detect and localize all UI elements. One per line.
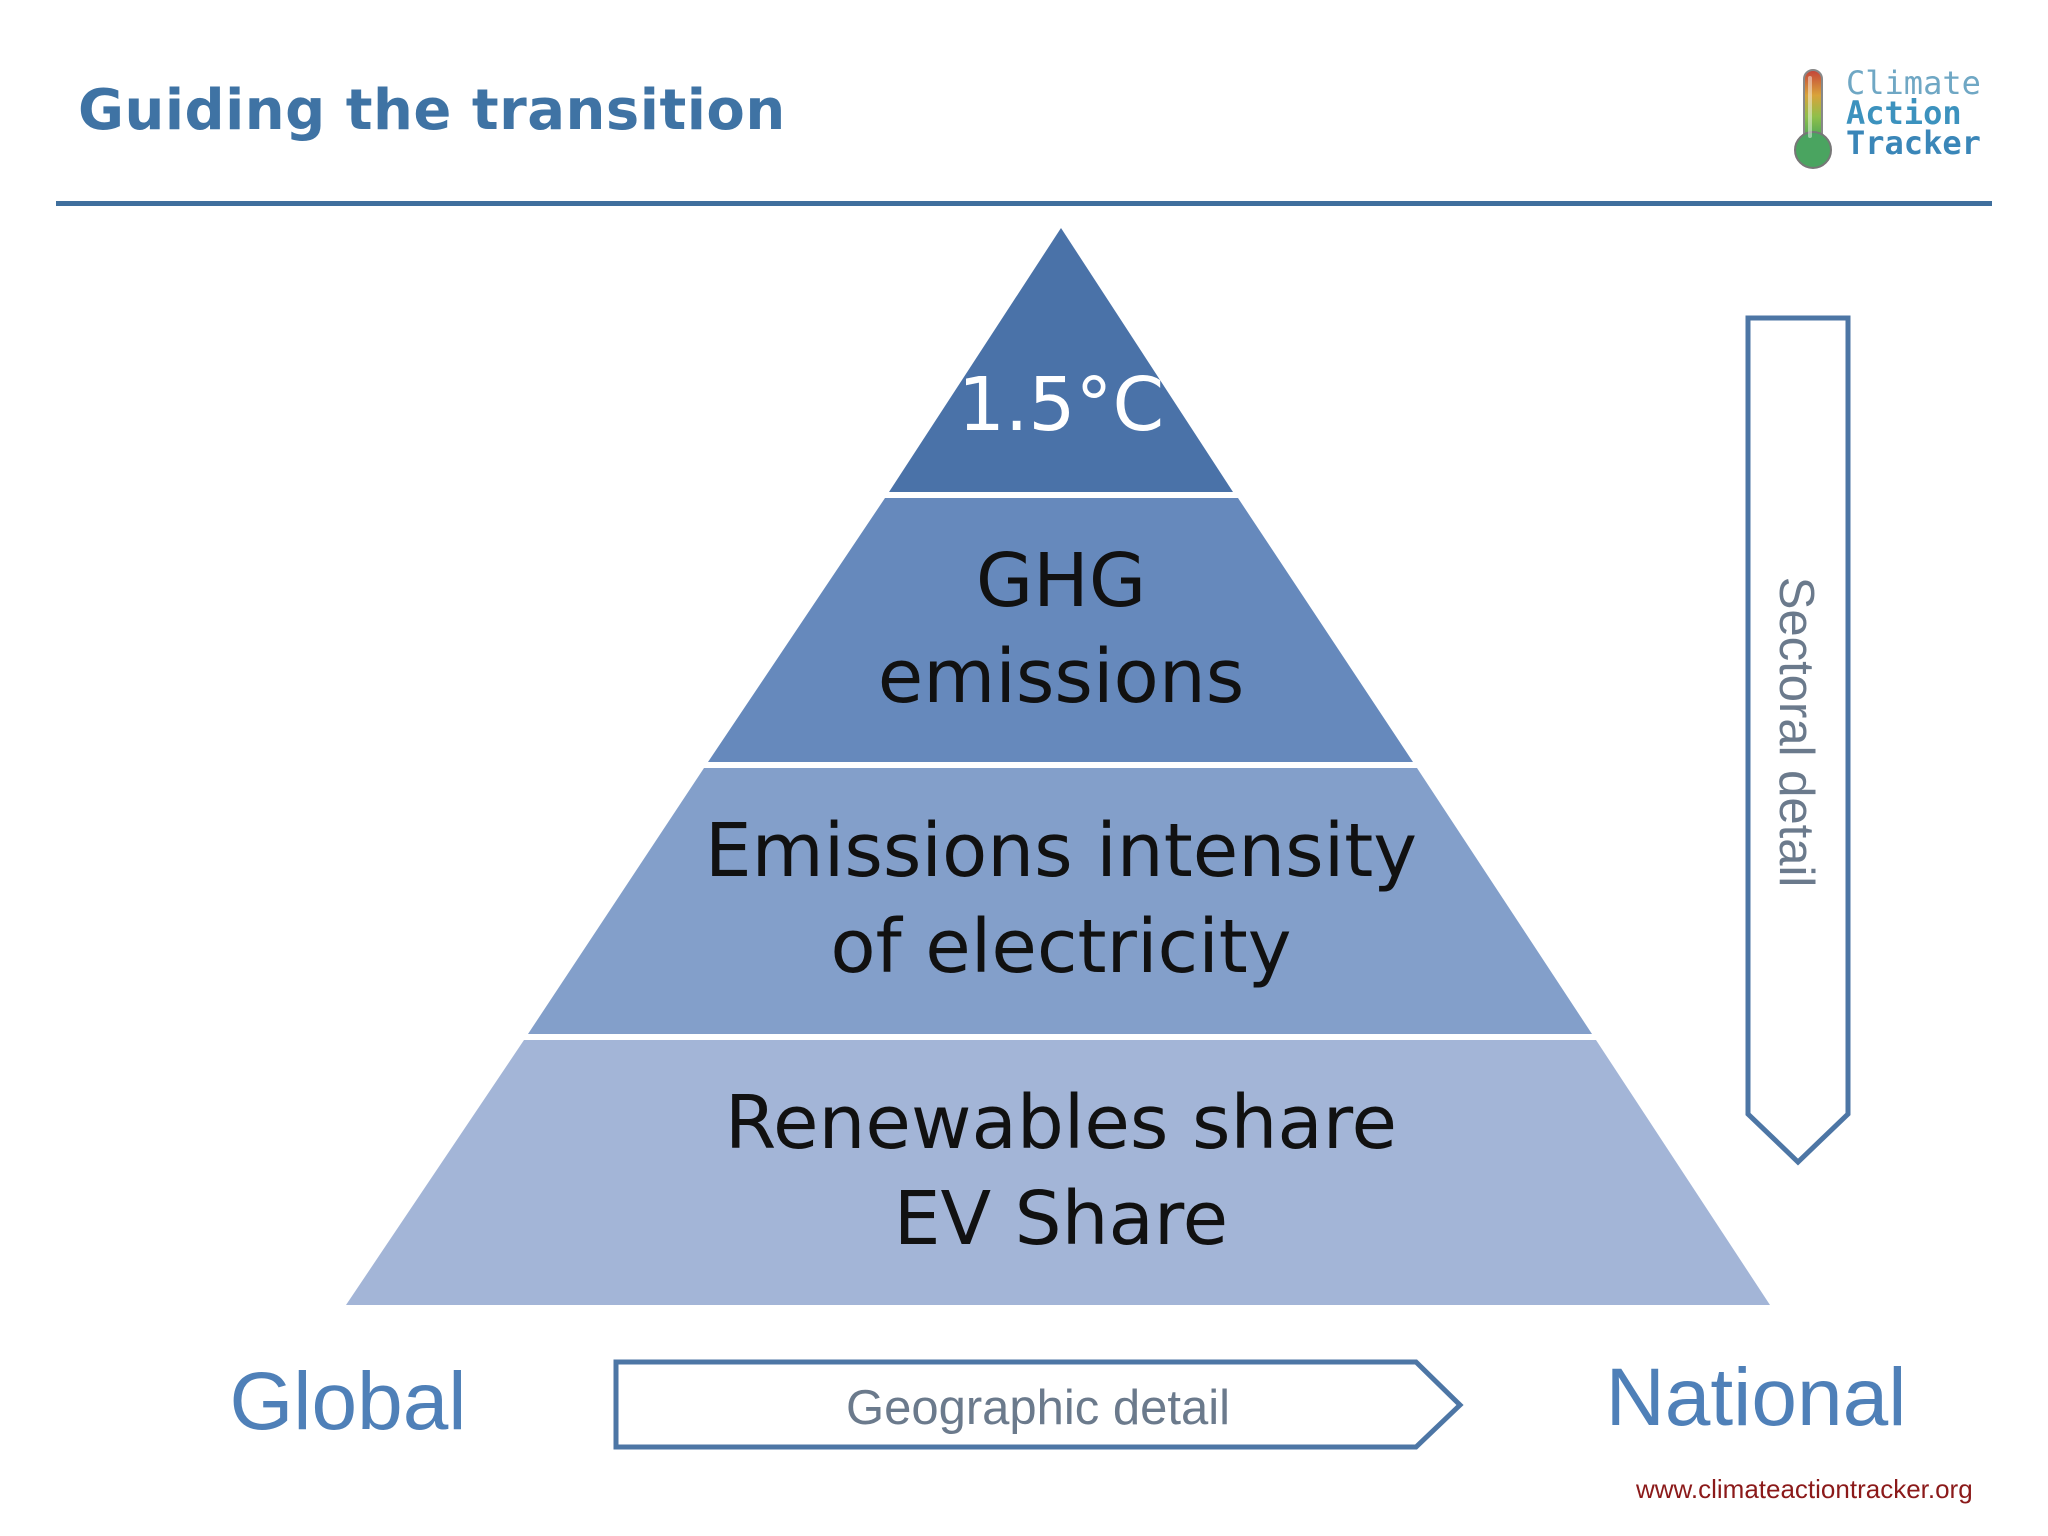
geographic-arrow-shape: [613, 1359, 1464, 1450]
pyramid-level-3: [528, 768, 1592, 1034]
national-label: National: [1606, 1352, 1907, 1443]
pyramid-level-3-label-line-2: of electricity: [830, 904, 1291, 990]
thermometer-icon: [1794, 69, 1832, 169]
pyramid-level-1-label: 1.5°C: [958, 362, 1164, 448]
pyramid: 1.5°C GHG emissions Emissions intensity …: [346, 228, 1770, 1305]
pyramid-level-2: [708, 498, 1413, 762]
pyramid-level-3-label-line-1: Emissions intensity: [705, 808, 1417, 894]
footer-url: www.climateactiontracker.org: [1636, 1474, 1973, 1504]
sectoral-detail-arrow: Sectoral detail: [1745, 315, 1851, 1166]
title-divider: [56, 201, 1992, 206]
slide-title: Guiding the transition: [78, 78, 786, 143]
logo-line-2: Action: [1846, 94, 1962, 132]
pyramid-level-2-label-line-1: GHG: [976, 538, 1146, 624]
pyramid-level-4-label-line-1: Renewables share: [725, 1080, 1397, 1166]
sectoral-arrow-shape: [1745, 315, 1851, 1166]
logo-line-3: Tracker: [1846, 124, 1981, 162]
pyramid-level-2-label-line-2: emissions: [878, 634, 1245, 720]
geographic-detail-label: Geographic detail: [846, 1381, 1230, 1435]
pyramid-level-4-label-line-2: EV Share: [894, 1176, 1228, 1262]
logo-wordmark: Climate Action Tracker: [1846, 64, 1981, 162]
global-label: Global: [229, 1356, 466, 1447]
logo-line-1: Climate: [1846, 64, 1981, 102]
pyramid-level-4: [346, 1040, 1770, 1305]
sectoral-detail-label: Sectoral detail: [1769, 577, 1823, 888]
geographic-detail-arrow: Geographic detail: [613, 1359, 1464, 1450]
pyramid-level-1: [889, 228, 1233, 492]
climate-action-tracker-logo: Climate Action Tracker: [1790, 64, 1990, 174]
